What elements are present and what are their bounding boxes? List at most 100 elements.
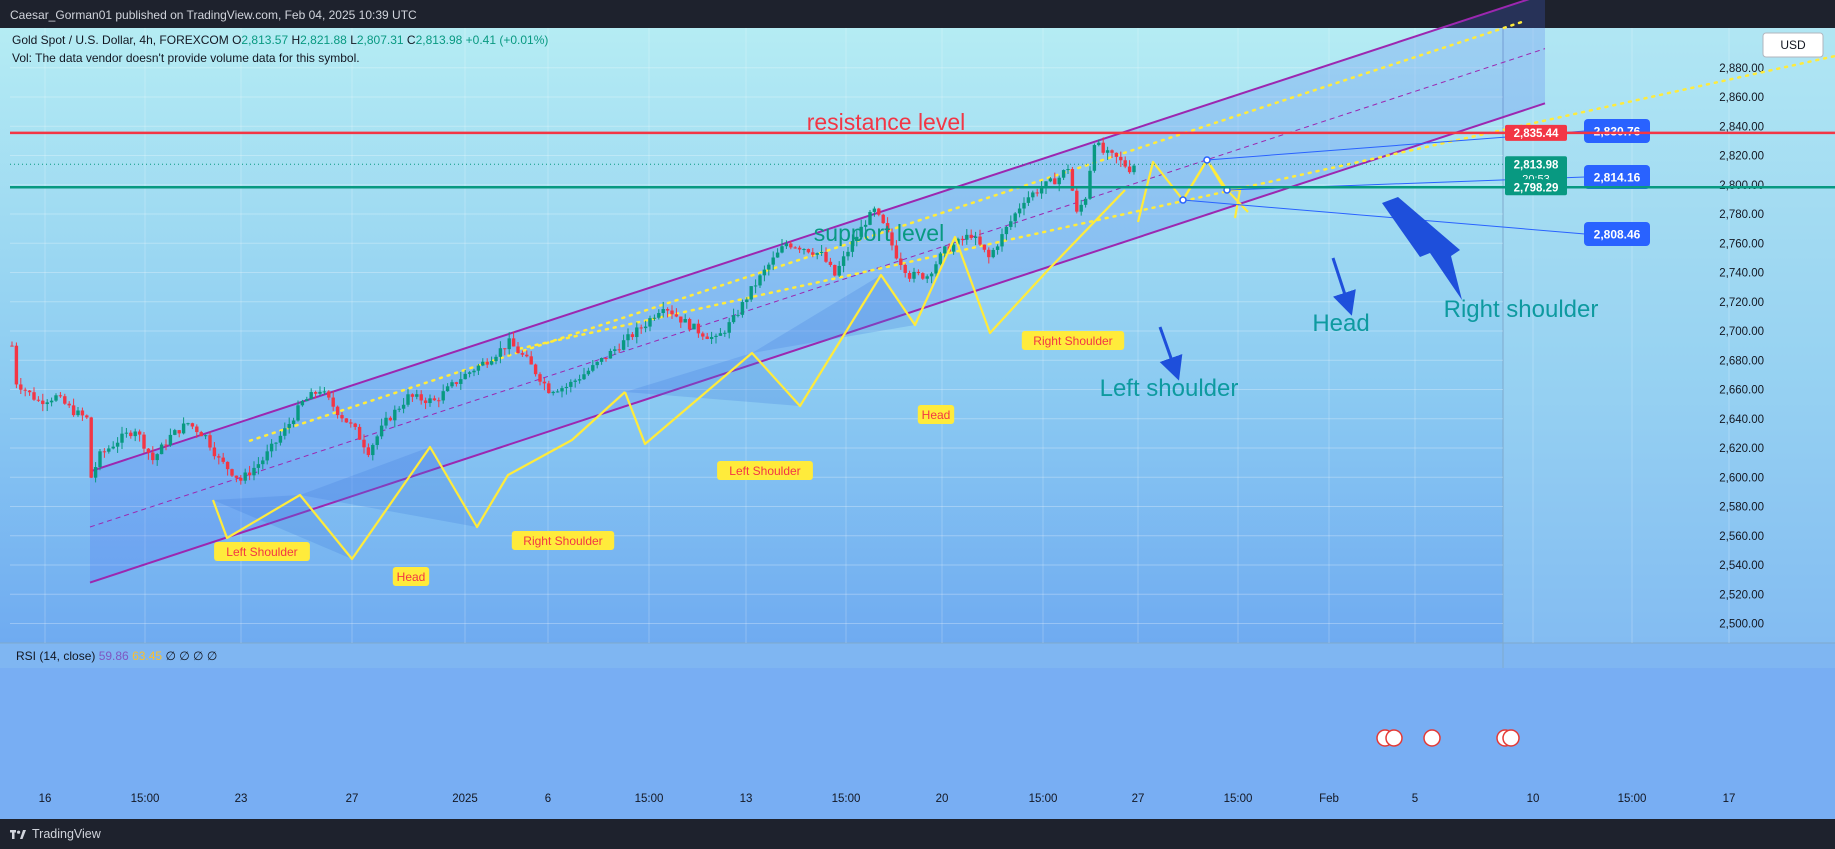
candle-body (969, 234, 973, 239)
candle-body (1009, 221, 1013, 227)
candle-body (137, 431, 142, 435)
candle-body (745, 299, 749, 303)
candle-body (340, 415, 344, 419)
candle-body (714, 335, 718, 338)
candle-body (965, 234, 969, 240)
candle-body (36, 399, 41, 401)
candle-body (982, 244, 987, 250)
candle-body (731, 315, 736, 323)
x-tick-label: Feb (1319, 793, 1339, 805)
candle-body (516, 346, 520, 354)
candle-body (973, 236, 978, 239)
head-shoulders-pattern-1 (211, 391, 626, 561)
y-tick-label: 2,820.00 (1719, 151, 1764, 163)
candle-body (569, 381, 573, 387)
forecast-label-box[interactable] (1584, 222, 1650, 246)
candle-body (349, 422, 353, 424)
us-event-flag-icon[interactable] (1502, 729, 1520, 747)
y-tick-label: 2,860.00 (1719, 92, 1764, 104)
price-chart[interactable]: 2,880.00 2,860.00 2,840.00 2,820.00 2,800.00… (0, 0, 1835, 819)
currency-button[interactable] (1762, 32, 1824, 58)
candle-body (749, 286, 753, 300)
candle-body (247, 472, 252, 476)
candle-body (956, 238, 960, 245)
candle-body (498, 348, 503, 357)
candle-body (718, 333, 723, 336)
forecast-anchor-point (1203, 156, 1211, 164)
candle-body (384, 417, 388, 426)
us-event-flag-icon[interactable] (1385, 729, 1403, 747)
candle-body (305, 399, 309, 402)
candle-body (577, 379, 582, 381)
x-tick-label: 13 (740, 793, 753, 805)
candle-body (467, 372, 472, 374)
candle-body (1039, 187, 1044, 194)
annotation-label: Right shoulder (1444, 296, 1599, 323)
candle-body (555, 391, 560, 393)
candle-body (723, 332, 727, 334)
candle-body (635, 327, 639, 338)
forecast-label-text: 2,808.46 (1594, 228, 1641, 242)
candle-body (806, 249, 811, 253)
legend-part: 2,813.98 (416, 33, 466, 47)
candle-body (802, 249, 806, 251)
candle-body (322, 391, 327, 393)
candle-body (388, 417, 393, 421)
us-event-flag-icon[interactable] (1423, 729, 1441, 747)
ohlc-legend: Gold Spot / U.S. Dollar, 4h, FOREXCOM O2… (12, 33, 548, 47)
rsi-legend-part: 59.86 (99, 649, 132, 663)
x-tick-label: 2025 (452, 793, 478, 805)
candle-body (987, 249, 991, 258)
candle-body (419, 394, 423, 401)
candle-body (450, 382, 454, 387)
candle-body (648, 318, 652, 327)
candle-body (318, 391, 322, 394)
candle-body (76, 410, 80, 416)
candle-body (960, 238, 965, 240)
forecast-label-box[interactable] (1584, 165, 1650, 189)
candle-body (159, 444, 164, 455)
pattern-label-box (917, 405, 955, 424)
pattern-label-box (717, 461, 813, 480)
candle-body (547, 383, 551, 394)
candle-body (1083, 198, 1088, 205)
candle-body (234, 475, 239, 478)
rsi-legend-part: 63.45 (132, 649, 165, 663)
bottom-bar: TradingView (0, 819, 1835, 849)
currency-label: USD (1780, 38, 1806, 52)
candle-body (538, 374, 542, 382)
candle-body (753, 285, 758, 287)
candle-body (573, 380, 577, 382)
channel-upper-line (89, 0, 1530, 473)
pattern-label-box (392, 567, 430, 586)
candle-body (529, 356, 533, 365)
support-price-tag-text: 2,798.29 (1514, 182, 1559, 194)
pattern-label-text: Left Shoulder (226, 545, 297, 559)
candle-body (476, 365, 481, 371)
candle-body (1048, 178, 1053, 182)
candle-body (626, 334, 630, 341)
candle-body (49, 400, 54, 403)
candle-body (542, 381, 547, 384)
candle-body (67, 403, 71, 406)
x-tick-label: 27 (346, 793, 359, 805)
candle-body (142, 434, 146, 449)
candle-body (454, 382, 459, 384)
candle-body (1123, 160, 1127, 167)
x-tick-label: 5 (1412, 793, 1418, 805)
candle-body (366, 447, 371, 456)
candle-body (525, 354, 529, 357)
candle-body (10, 345, 14, 347)
candle-body (437, 400, 441, 402)
candle-body (485, 361, 489, 365)
candle-body (916, 271, 921, 274)
candle-body (107, 448, 111, 452)
forecast-label-box[interactable] (1584, 119, 1650, 143)
publisher-info: Caesar_Gorman01 published on TradingView… (10, 8, 417, 22)
candle-body (934, 264, 938, 274)
candle-body (793, 247, 797, 249)
candle-body (14, 345, 19, 385)
candle-body (877, 208, 881, 215)
candle-body (1000, 234, 1004, 247)
candle-body (278, 435, 283, 443)
